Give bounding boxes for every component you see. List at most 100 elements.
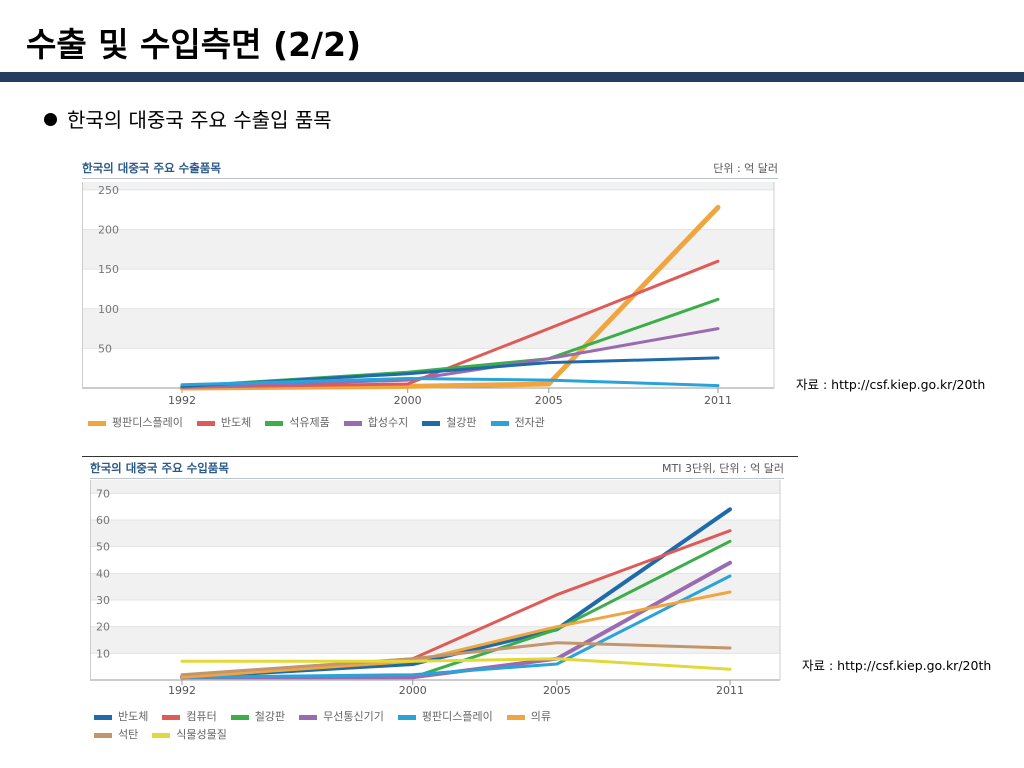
grid-band [90, 520, 780, 547]
legend-swatch-icon [265, 420, 284, 426]
y-tick-label: 200 [98, 224, 119, 237]
import-chart-unit: MTI 3단위, 단위 : 억 달러 [662, 462, 784, 475]
legend-swatch-icon [299, 714, 318, 720]
legend-label: 전자관 [514, 416, 545, 429]
legend-label: 합성수지 [367, 416, 409, 429]
y-tick-label: 40 [96, 567, 110, 580]
export-chart-header: 한국의 대중국 주요 수출품목 단위 : 억 달러 [82, 158, 778, 176]
legend-label: 평판디스플레이 [112, 416, 183, 429]
legend-item: 반도체 [196, 414, 252, 432]
bullet-text: 한국의 대중국 주요 수출입 품목 [67, 108, 332, 132]
legend-item: 석유제품 [265, 414, 330, 432]
legend-row: 석탄 식물성물질 [94, 726, 784, 744]
legend-label: 무선통신기기 [323, 710, 384, 723]
y-tick-label: 50 [96, 541, 110, 554]
series-line-5 [180, 356, 720, 388]
legend-swatch-icon [490, 420, 509, 426]
legend-item: 석탄 [94, 726, 138, 744]
legend-swatch-icon [422, 420, 441, 426]
import-line-chart: 10 20 30 40 50 60 70 1992 2000 2005 2011 [90, 480, 781, 697]
legend-item: 반도체 [94, 708, 148, 726]
export-header-rule [82, 178, 778, 179]
legend-label: 석유제품 [289, 416, 330, 429]
y-tick-label: 70 [96, 487, 110, 500]
x-tick-label: 2011 [716, 684, 744, 697]
legend-item: 합성수지 [343, 414, 409, 432]
title-bar [0, 72, 1024, 82]
export-source: 자료 : http://csf.kiep.go.kr/20th [796, 377, 986, 392]
export-chart-title: 한국의 대중국 주요 수출품목 [82, 161, 221, 175]
legend-swatch-icon [94, 714, 112, 720]
legend-label: 의류 [530, 710, 551, 723]
legend-label: 컴퓨터 [186, 710, 217, 723]
grid-band [82, 182, 774, 190]
slide-title: 수출 및 수입측면 (2/2) [26, 25, 362, 64]
legend-label: 석탄 [118, 728, 139, 741]
series-line-5 [180, 574, 732, 679]
legend-row: 평판디스플레이 반도체 석유제품 합성수지 철강판 전자관 [88, 414, 778, 432]
x-tick-label: 2000 [394, 394, 422, 407]
legend-swatch-icon [162, 714, 181, 720]
legend-item: 철강판 [230, 708, 286, 726]
legend-item: 철강판 [422, 414, 477, 432]
export-chart-panel: 한국의 대중국 주요 수출품목 단위 : 억 달러 50 100 150 200 250… [82, 158, 778, 436]
legend-item: 컴퓨터 [162, 708, 217, 726]
series-line-7 [180, 641, 732, 677]
grid-band [82, 229, 774, 270]
y-tick-label: 20 [96, 621, 110, 634]
x-tick-label: 2005 [543, 684, 571, 697]
legend-item: 전자관 [490, 414, 545, 432]
legend-label: 반도체 [220, 416, 252, 429]
legend-swatch-icon [230, 714, 249, 720]
y-tick-label: 30 [96, 594, 110, 607]
legend-row: 반도체 컴퓨터 철강판 무선통신기기 평판디스플레이 의류 [94, 708, 784, 726]
legend-item: 의류 [506, 708, 551, 726]
legend-swatch-icon [152, 732, 171, 738]
legend-swatch-icon [397, 714, 416, 720]
y-tick-label: 10 [96, 647, 110, 660]
y-tick-label: 50 [98, 342, 112, 355]
x-tick-label: 2000 [399, 684, 427, 697]
legend-item: 평판디스플레이 [397, 708, 493, 726]
series-line-8 [180, 657, 732, 671]
bullet-dot-icon [44, 113, 57, 126]
export-chart-unit: 단위 : 억 달러 [713, 162, 778, 175]
import-chart-panel: 한국의 대중국 주요 수입품목 MTI 3단위, 단위 : 억 달러 10 20 3… [90, 458, 784, 744]
grid-band [90, 573, 780, 600]
legend-label: 식물성물질 [176, 728, 227, 741]
legend-item: 식물성물질 [152, 726, 227, 744]
grid-band [82, 308, 774, 349]
legend-label: 철강판 [446, 416, 477, 429]
y-tick-label: 150 [98, 263, 119, 276]
import-chart-title: 한국의 대중국 주요 수입품목 [90, 461, 229, 475]
import-header-rule [90, 478, 784, 479]
series-line-2 [180, 259, 720, 389]
x-tick-label: 1992 [168, 684, 196, 697]
legend-item: 무선통신기기 [299, 708, 384, 726]
legend-swatch-icon [88, 420, 106, 426]
import-chart-header: 한국의 대중국 주요 수입품목 MTI 3단위, 단위 : 억 달러 [90, 458, 784, 476]
series-line-6 [180, 590, 732, 679]
legend-label: 평판디스플레이 [421, 710, 493, 723]
legend-swatch-icon [343, 420, 362, 426]
legend-item: 평판디스플레이 [88, 414, 183, 432]
x-tick-label: 1992 [168, 394, 196, 407]
export-line-chart: 50 100 150 200 250 1992 2000 2005 2011 [82, 182, 775, 407]
series-line-6 [180, 377, 720, 388]
bullet-item: 한국의 대중국 주요 수출입 품목 [44, 104, 332, 133]
legend-swatch-icon [94, 732, 112, 738]
chart-divider [82, 456, 798, 457]
import-source: 자료 : http://csf.kiep.go.kr/20th [802, 658, 992, 673]
y-tick-label: 60 [96, 514, 110, 527]
export-chart-legend: 평판디스플레이 반도체 석유제품 합성수지 철강판 전자관 [88, 414, 778, 432]
grid-band [90, 480, 780, 494]
y-tick-label: 250 [98, 184, 119, 197]
legend-swatch-icon [196, 420, 215, 426]
x-tick-label: 2011 [704, 394, 732, 407]
legend-swatch-icon [506, 714, 525, 720]
legend-label: 철강판 [254, 710, 286, 723]
y-tick-label: 100 [98, 303, 119, 316]
x-tick-label: 2005 [535, 394, 563, 407]
legend-label: 반도체 [118, 710, 149, 723]
